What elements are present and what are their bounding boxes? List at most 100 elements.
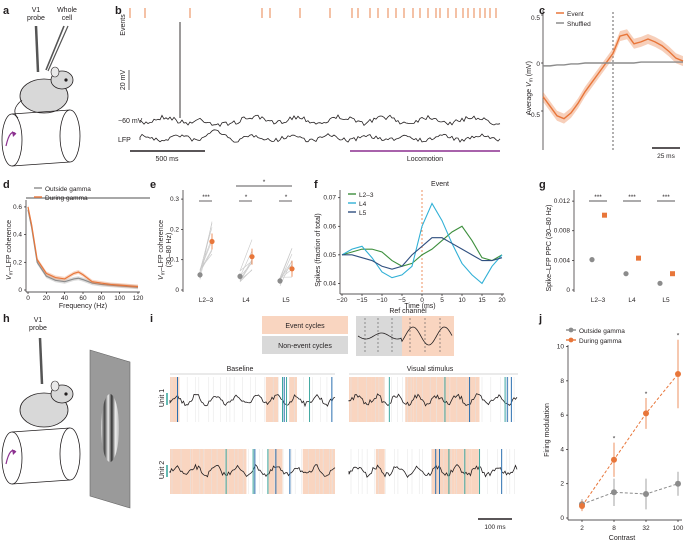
panel-label-j: j	[538, 313, 542, 325]
d-xtick-label: 80	[98, 295, 106, 302]
e-ytick-label: 0.2	[170, 226, 179, 233]
lfp-unit-trace	[348, 464, 518, 478]
wheel-front-h	[59, 427, 81, 481]
j-ytick-label: 2	[560, 481, 564, 488]
f-xtick-label: 15	[478, 297, 486, 304]
j-ytick-label: 0	[560, 515, 564, 522]
j-ytick-label: 4	[560, 446, 564, 453]
panel-label-h: h	[3, 313, 10, 325]
e-point-outside	[237, 273, 243, 279]
g-point-outside	[589, 257, 595, 263]
d-xlabel: Frequency (Hz)	[59, 303, 107, 310]
event-cycle-shade	[454, 449, 472, 494]
mouse-eye	[64, 78, 68, 82]
scale-mv: 20 mV	[120, 70, 127, 91]
ref-nonevent-shade	[356, 316, 402, 356]
j-point	[643, 491, 649, 497]
e-point-during	[209, 238, 215, 245]
grating-stimulus	[101, 394, 119, 462]
c-event-series	[542, 33, 684, 120]
d-band	[28, 207, 138, 290]
j-xlabel: Contrast	[609, 535, 636, 542]
j-legend-during: During gamma	[579, 338, 622, 345]
panel-label-b: b	[115, 5, 122, 17]
f-series-line	[341, 225, 503, 267]
event-cycle-shade	[331, 449, 335, 494]
panel-e-chart: Vm–LFP coherence (30–80 Hz) 0 0.1 0.2 0.3 L2…	[158, 179, 295, 304]
rotation-arrow-h	[5, 449, 17, 465]
event-cycle-shade	[267, 449, 283, 494]
f-series-line	[341, 202, 503, 285]
d-xtick-label: 40	[61, 295, 69, 302]
probe-label-a: V1 probe	[27, 7, 45, 22]
i-scale-time: 100 ms	[484, 524, 506, 531]
j-point	[643, 410, 649, 417]
c-ytick: 0.5	[531, 15, 540, 22]
e-ylabel2: (30–80 Hz)	[166, 233, 173, 268]
mouse-ear	[50, 66, 60, 78]
mouse-tail	[14, 99, 23, 119]
d-xtick-label: 0	[26, 295, 30, 302]
lfp-label: LFP	[118, 137, 131, 144]
j-sig-star: *	[645, 391, 648, 398]
panel-h-illustration: V1 probe	[1, 317, 131, 509]
j-xtick-label: 100	[673, 525, 684, 532]
e-ytick-label: 0	[175, 287, 179, 294]
event-cycle-shade	[450, 377, 480, 422]
event-cycle-shade	[413, 377, 437, 422]
panel-label-i: i	[150, 313, 153, 325]
j-ytick-label: 6	[560, 412, 564, 419]
d-xtick-label: 100	[114, 295, 125, 302]
d-xtick-label: 120	[133, 295, 144, 302]
f-event-label: Event	[431, 181, 449, 188]
panel-label-a: a	[3, 5, 10, 17]
j-ytick-label: 8	[560, 378, 564, 385]
e-pair-line	[279, 261, 293, 279]
e-point-during	[249, 254, 255, 260]
e-category-label: L5	[282, 297, 290, 304]
baseline-label: Baseline	[227, 366, 254, 373]
f-ylabel: Spikes (fraction of total)	[315, 213, 322, 287]
wheel-front	[59, 109, 81, 163]
j-xtick-label: 32	[642, 525, 650, 532]
raster-rows	[166, 377, 518, 494]
j-series-line	[581, 373, 679, 507]
d-legend-during: During gamma	[45, 195, 88, 202]
nonevent-cycles-label: Non-event cycles	[278, 343, 332, 350]
g-point-outside	[657, 280, 663, 286]
g-category-label: L5	[662, 297, 670, 304]
e-point-outside	[277, 278, 283, 284]
g-sig-stars: ***	[628, 194, 636, 201]
c-ytick: −0.5	[527, 112, 540, 119]
d-ytick-label: 0.4	[13, 232, 22, 239]
j-point	[579, 503, 585, 509]
d-ytick-label: 0.6	[13, 204, 22, 211]
nonevent-cycles-box	[262, 336, 348, 354]
j-legend-outside: Outside gamma	[579, 328, 625, 335]
d-ytick-label: 0	[18, 287, 22, 294]
event-cycle-shade	[471, 449, 481, 494]
visual-stimulus-label: Visual stimulus	[407, 366, 454, 373]
panel-label-d: d	[3, 179, 10, 191]
event-cycles-label: Event cycles	[285, 323, 325, 330]
panel-i-raster: Event cycles Non-event cycles Ref channe…	[159, 308, 518, 531]
g-ylabel: Spike–LFP PPC (30–80 Hz)	[546, 204, 553, 291]
g-category-label: L2–3	[591, 297, 606, 304]
e-pair-line	[239, 269, 253, 282]
panel-j-chart: Firing modulation Contrast Outside gamma…	[544, 327, 684, 542]
unit2-label: Unit 2	[159, 461, 166, 479]
f-xtick-label: −15	[356, 297, 367, 304]
panel-b-traces: Events 20 mV −60 mV LFP 500 ms Locomotio…	[118, 8, 501, 163]
j-point	[675, 480, 681, 487]
j-sig-star: *	[677, 333, 680, 340]
panel-label-e: e	[150, 179, 156, 191]
scale-time-b: 500 ms	[156, 156, 179, 163]
panel-d-chart: Vm–LFP coherence Frequency (Hz) Outside …	[6, 186, 150, 310]
e-pair-line	[199, 253, 213, 270]
e-category-label: L2–3	[199, 297, 214, 304]
e-sig-stars: ***	[202, 194, 210, 201]
ref-cycle-markers	[364, 318, 441, 354]
rotation-arrow	[5, 131, 17, 147]
d-xtick-label: 20	[43, 295, 51, 302]
f-xtick-label: −10	[376, 297, 387, 304]
